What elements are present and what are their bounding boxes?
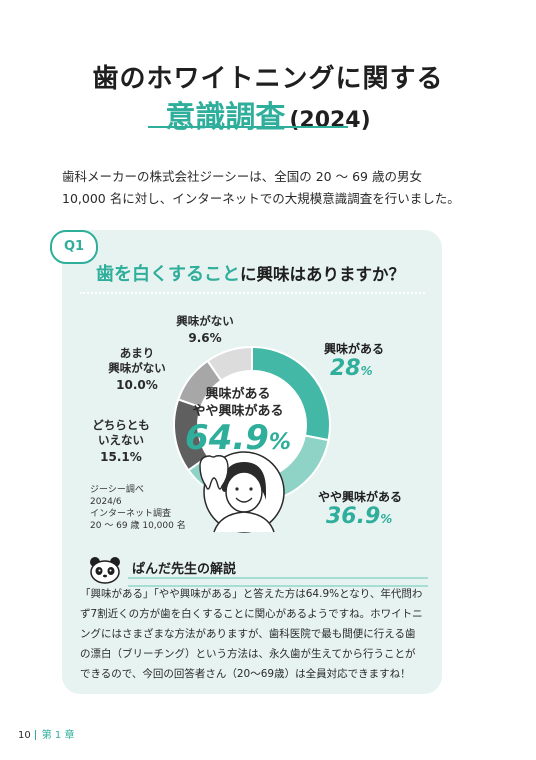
somewhat-number: 36.9 bbox=[326, 504, 381, 529]
question-badge: Q1 bbox=[50, 230, 98, 264]
center-label: 興味がある やや興味がある bbox=[183, 386, 293, 420]
source-line1: ジーシー調べ bbox=[90, 485, 144, 495]
center-pct: % bbox=[268, 430, 291, 455]
question-divider bbox=[80, 292, 425, 294]
label-not-much-value: 10.0% bbox=[116, 378, 158, 392]
page-number: 10 bbox=[18, 730, 31, 741]
intro-line2: 10,000 名に対し、インターネットでの大規模意識調査を行いました。 bbox=[62, 191, 460, 206]
label-not-interested-value: 9.6% bbox=[188, 331, 222, 345]
source-line4: 20 ～ 69 歳 10,000 名 bbox=[90, 521, 186, 531]
interested-pct: % bbox=[360, 364, 373, 378]
center-label-l1: 興味がある bbox=[205, 387, 271, 402]
intro-text: 歯科メーカーの株式会社ジーシーは、全国の 20 ～ 69 歳の男女 10,000… bbox=[62, 166, 482, 210]
somewhat-pct: % bbox=[380, 512, 393, 526]
footer-divider bbox=[34, 730, 36, 740]
label-neutral: どちらとも いえない 15.1% bbox=[86, 418, 156, 465]
center-label-l2: やや興味がある bbox=[192, 404, 284, 419]
center-number: 64.9 bbox=[185, 418, 269, 458]
source-note: ジーシー調べ 2024/6 インターネット調査 20 ～ 69 歳 10,000… bbox=[90, 484, 186, 532]
explanation-title-underline bbox=[128, 577, 428, 587]
chapter-label: 第 1 章 bbox=[41, 730, 75, 741]
label-not-much-l2: 興味がない bbox=[108, 361, 166, 375]
page-title-main: 意識調査 bbox=[165, 100, 286, 135]
label-not-interested: 興味がない 9.6% bbox=[170, 314, 240, 346]
center-value: 64.9% bbox=[176, 418, 300, 458]
source-line3: インターネット調査 bbox=[90, 509, 172, 519]
page-title-year: (2024) bbox=[289, 108, 371, 133]
panda-icon bbox=[90, 557, 120, 584]
label-somewhat: やや興味がある bbox=[318, 490, 403, 504]
interested-number: 28 bbox=[330, 356, 361, 381]
label-not-much-l1: あまり bbox=[119, 346, 155, 360]
label-not-much: あまり 興味がない 10.0% bbox=[104, 346, 170, 393]
page-footer: 10 第 1 章 bbox=[18, 726, 74, 741]
question-text: 歯を白くすることに興味はありますか？ bbox=[96, 260, 405, 286]
donut-hole bbox=[198, 371, 306, 479]
tooth-icon bbox=[199, 455, 229, 490]
label-interested-value: 28% bbox=[330, 356, 373, 381]
question-highlight: 歯を白くすること bbox=[96, 264, 240, 285]
page-title-line1: 歯のホワイトニングに関する bbox=[92, 64, 444, 94]
label-neutral-value: 15.1% bbox=[100, 450, 142, 464]
intro-line1: 歯科メーカーの株式会社ジーシーは、全国の 20 ～ 69 歳の男女 bbox=[62, 169, 422, 184]
label-interested: 興味がある bbox=[324, 342, 385, 356]
question-rest: に興味はありますか？ bbox=[240, 265, 405, 284]
explanation-body: 「興味がある」「やや興味がある」と答えた方は64.9%となり、年代問わず7割近く… bbox=[80, 588, 423, 680]
explanation-title: ぱんだ先生の解説 bbox=[132, 562, 237, 577]
source-line2: 2024/6 bbox=[90, 497, 122, 507]
label-not-interested-text: 興味がない bbox=[176, 314, 234, 328]
title-underline bbox=[148, 126, 348, 128]
label-neutral-l1: どちらとも bbox=[92, 418, 150, 432]
label-neutral-l2: いえない bbox=[98, 433, 144, 447]
page-title-line2: 意識調査 (2024) bbox=[0, 92, 536, 136]
label-somewhat-value: 36.9% bbox=[326, 504, 392, 529]
